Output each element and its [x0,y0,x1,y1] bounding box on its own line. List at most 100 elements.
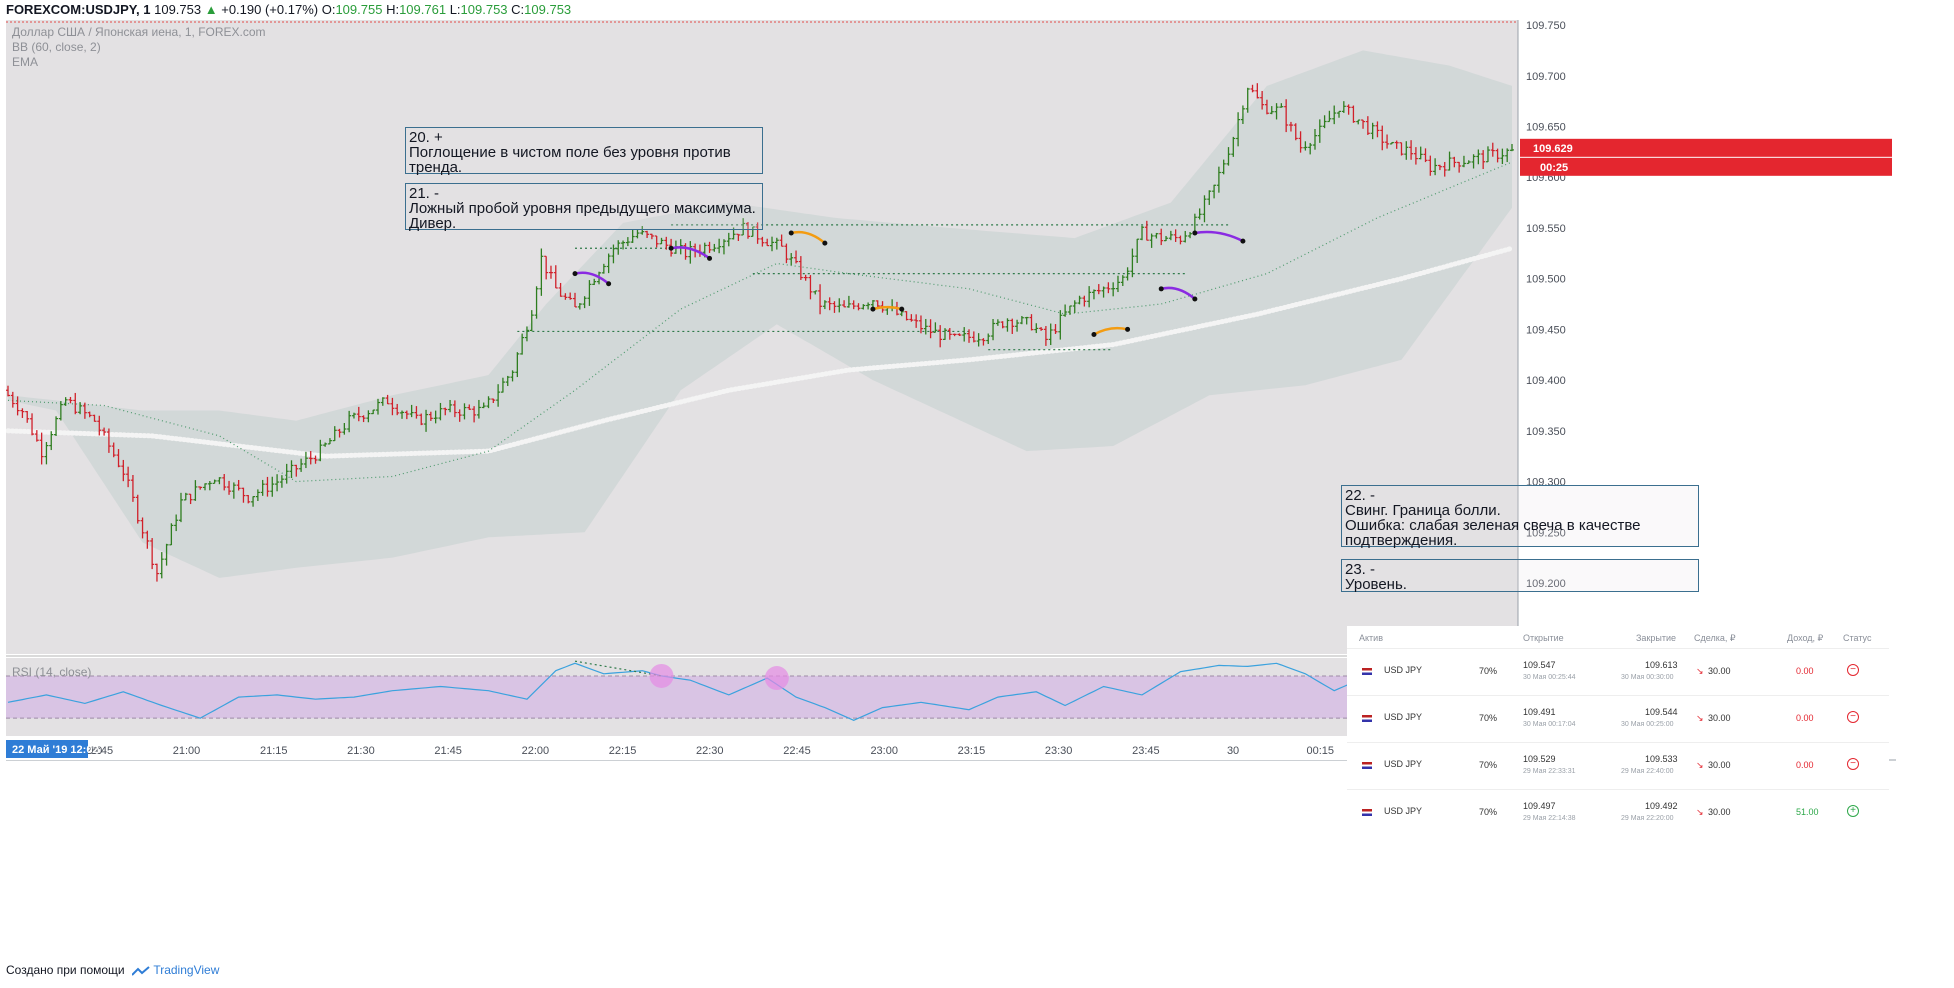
high-value: 109.761 [399,2,447,17]
col-status: Статус [1843,633,1872,643]
trade-row[interactable]: USD JPY 70% 109.491 30 Мая 00:17:04 109.544 3… [1347,695,1889,742]
price-tick: 109.500 [1526,274,1566,286]
symbol-name[interactable]: FOREXCOM:USDJPY, 1 [6,2,151,17]
trade-asset: USD JPY [1384,665,1423,675]
trade-entry-dot [572,271,578,277]
price-tick: 109.350 [1526,426,1566,438]
col-open: Открытие [1523,633,1564,643]
trade-income: 0.00 [1796,760,1814,770]
open-label: O: [321,2,336,17]
chart-area[interactable]: 109.750 109.700 109.650 109.600 109.550 109.5… [5,20,1896,831]
trade-exit-dot [606,281,612,287]
price-tick: 109.650 [1526,122,1566,134]
time-tick: 23:15 [958,745,986,757]
trade-close-time: 30 Мая 00:25:00 [1621,721,1674,728]
trade-asset: USD JPY [1384,759,1423,769]
rsi-marker [649,663,674,688]
us-flag-icon [1362,668,1372,675]
time-tick: 22:00 [522,745,550,757]
trade-amount: 30.00 [1708,666,1731,676]
trade-payout: 70% [1479,760,1498,770]
time-axis [6,738,1518,760]
time-tick: 22:15 [609,745,637,757]
trade-payout: 70% [1479,713,1498,723]
trade-open-time: 29 Мая 22:14:38 [1523,815,1576,822]
us-flag-icon [1362,762,1372,769]
trade-close-price: 109.544 [1645,707,1678,717]
trade-payout: 70% [1479,666,1498,676]
trade-arrow [1093,326,1128,336]
rsi-legend: RSI (14, close) [12,665,91,679]
trade-exit-dot [822,240,828,246]
trade-income: 0.00 [1796,666,1814,676]
col-asset: Актив [1359,633,1383,643]
minus-circle-icon[interactable]: − [1847,664,1859,676]
price-chart[interactable]: 109.750109.700109.650109.600109.550109.5… [5,20,1896,816]
date-badge-text: 22 Май '19 12:02 [12,744,99,756]
time-tick: 20:45 [86,745,114,757]
trade-payout: 70% [1479,807,1498,817]
tradingview-link[interactable]: TradingView [153,963,220,977]
trade-exit-dot [1240,238,1246,244]
trade-amount: 30.00 [1708,807,1731,817]
col-close: Закрытие [1636,633,1677,643]
change-up-icon: ▲ [204,2,218,17]
annotation-23[interactable]: 23. - Уровень. [1341,559,1699,592]
trade-close-time: 29 Мая 22:20:00 [1621,815,1674,822]
ema-legend: EMA [12,55,38,69]
trade-asset: USD JPY [1384,806,1423,816]
down-arrow-icon: ↘ [1696,760,1704,770]
trade-row[interactable]: USD JPY 70% 109.529 29 Мая 22:33:31 109.533 2… [1347,742,1889,789]
price-tick: 109.400 [1526,375,1566,387]
price-change: +0.190 (+0.17%) [221,2,319,17]
rsi-zone [6,675,1518,719]
minus-circle-icon[interactable]: − [1847,758,1859,770]
time-tick: 21:45 [434,745,462,757]
annotation-22[interactable]: 22. - Свинг. Граница болли. Ошибка: слаб… [1341,485,1699,548]
trade-amount: 30.00 [1708,713,1731,723]
price-tick: 109.750 [1526,20,1566,32]
trade-open-price: 109.491 [1523,707,1556,717]
current-price-badge [1520,138,1892,157]
trade-exit-dot [707,255,713,261]
trade-close-price: 109.613 [1645,660,1678,670]
time-tick: 21:15 [260,745,288,757]
trade-open-price: 109.529 [1523,754,1556,764]
down-arrow-icon: ↘ [1696,713,1704,723]
trade-income: 0.00 [1796,713,1814,723]
bollinger-band [8,50,1512,578]
bb-legend: BB (60, close, 2) [12,40,101,54]
trade-entry-dot [1158,286,1164,292]
annotation-20[interactable]: 20. + Поглощение в чистом поле без уровн… [405,127,763,175]
trade-entry-dot [788,230,794,236]
time-tick: 22:45 [783,745,811,757]
current-price-text: 109.629 [1533,143,1573,155]
us-flag-icon [1362,715,1372,722]
time-tick: 23:00 [870,745,898,757]
timer-text: 00:25 [1540,162,1568,174]
rsi-marker [764,666,789,691]
us-flag-icon [1362,809,1372,816]
instrument-title: Доллар США / Японская иена, 1, FOREX.com [12,25,266,39]
minus-circle-icon[interactable]: − [1847,711,1859,723]
trade-entry-dot [1192,230,1198,236]
rsi-line [7,662,1513,721]
trade-row[interactable]: USD JPY 70% 109.547 30 Мая 00:25:44 109.613 3… [1347,648,1889,695]
trade-close-price: 109.492 [1645,801,1678,811]
time-tick: 23:30 [1045,745,1073,757]
trade-arrow [670,246,711,260]
trade-entry-dot [1091,331,1097,337]
time-tick: 22:30 [696,745,724,757]
annotation-21[interactable]: 21. - Ложный пробой уровня предыдущего м… [405,183,763,231]
trade-row[interactable]: USD JPY 70% 109.497 29 Мая 22:14:38 109.492 2… [1347,789,1889,836]
trade-arrow [574,271,610,285]
trade-arrow [790,230,826,245]
timer-badge [1520,157,1892,176]
close-value: 109.753 [524,2,572,17]
price-tick: 109.200 [1526,578,1566,590]
time-tick: 21:30 [347,745,375,757]
trade-income: 51.00 [1796,807,1819,817]
time-tick: 23:45 [1132,745,1160,757]
plus-circle-icon[interactable]: + [1847,805,1859,817]
col-deal: Сделка, ₽ [1694,633,1736,643]
